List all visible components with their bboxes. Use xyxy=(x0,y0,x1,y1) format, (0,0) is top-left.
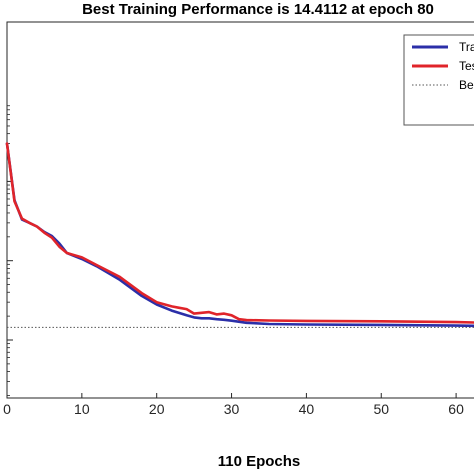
series-line-test xyxy=(5,142,474,324)
plot-frame xyxy=(6,21,474,399)
x-tick-label-10: 10 xyxy=(74,401,90,417)
x-tick-label-30: 30 xyxy=(224,401,240,417)
legend-label-test: Test xyxy=(459,59,474,73)
x-axis-label: 110 Epochs xyxy=(218,453,301,470)
x-tick-label-50: 50 xyxy=(373,401,389,417)
chart-title: Best Training Performance is 14.4112 at … xyxy=(82,1,434,18)
x-tick-label-40: 40 xyxy=(299,401,315,417)
x-tick-label-20: 20 xyxy=(149,401,165,417)
x-tick-label-0: 0 xyxy=(3,401,11,417)
legend-label-train: Train xyxy=(459,40,474,54)
legend: Train Test Best xyxy=(403,34,474,126)
legend-box xyxy=(403,34,474,126)
legend-label-best: Best xyxy=(459,78,474,92)
x-tick-label-60: 60 xyxy=(448,401,464,417)
